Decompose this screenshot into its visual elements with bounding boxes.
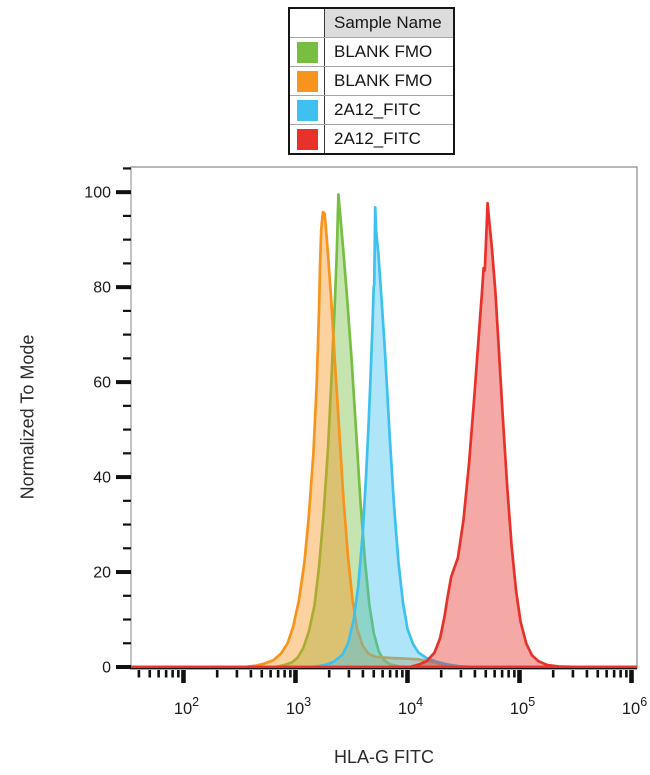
x-axis-title: HLA-G FITC: [333, 747, 435, 767]
legend-label: BLANK FMO: [334, 42, 433, 61]
legend-row: 2A12_FITC: [290, 95, 453, 124]
legend: Sample Name BLANK FMO BLANK FMO 2A12_FITC 2…: [288, 7, 455, 155]
legend-swatch: [296, 70, 318, 92]
legend-label: BLANK FMO: [334, 71, 433, 90]
curve-2a12-fitc-4: [131, 201, 637, 668]
legend-row: BLANK FMO: [290, 66, 453, 95]
curve-blank-fmo-1: [131, 193, 637, 668]
curve-blank-fmo-2: [131, 210, 637, 668]
legend-swatch: [296, 41, 318, 63]
legend-swatch-cell: [290, 38, 325, 66]
legend-row: BLANK FMO: [290, 37, 453, 66]
legend-header-row: Sample Name: [290, 9, 453, 37]
legend-swatch: [296, 99, 318, 121]
x-axis-ticks: 102 103 104 105 106: [137, 670, 647, 718]
legend-label: 2A12_FITC: [334, 129, 421, 148]
legend-swatch-header-cell: [290, 9, 325, 37]
y-axis-ticks: 0 20 40 60 80 100: [84, 167, 131, 677]
legend-row: 2A12_FITC: [290, 124, 453, 153]
legend-swatch-cell: [290, 125, 325, 153]
x-tick-label: 105: [510, 695, 535, 718]
curves: [131, 193, 637, 668]
curve-2a12-fitc-3: [131, 206, 637, 668]
x-tick-label: 102: [174, 695, 199, 718]
y-tick-label: 20: [93, 565, 111, 582]
x-tick-label: 106: [622, 695, 647, 718]
legend-label: 2A12_FITC: [334, 100, 421, 119]
y-tick-label: 100: [84, 185, 111, 202]
y-tick-label: 80: [93, 280, 111, 297]
legend-swatch: [296, 128, 318, 150]
y-axis-title: Normalized To Mode: [17, 334, 38, 500]
y-tick-label: 0: [102, 660, 111, 677]
legend-swatch-cell: [290, 96, 325, 124]
x-tick-label: 104: [398, 695, 423, 718]
legend-rows: BLANK FMO BLANK FMO 2A12_FITC 2A12_FITC: [290, 37, 453, 153]
x-tick-label: 103: [286, 695, 311, 718]
y-tick-label: 60: [93, 375, 111, 392]
y-tick-label: 40: [93, 470, 111, 487]
legend-header: Sample Name: [325, 9, 453, 37]
legend-swatch-cell: [290, 67, 325, 95]
